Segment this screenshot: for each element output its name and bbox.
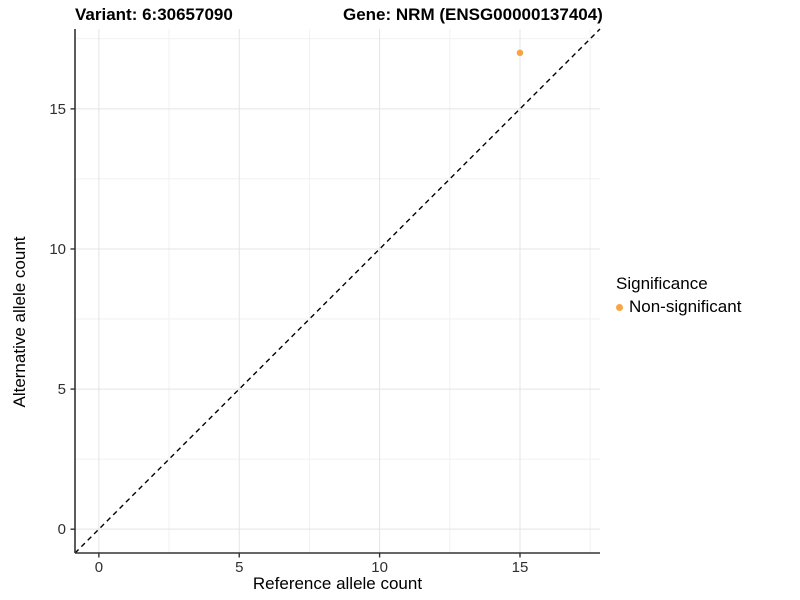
y-axis-title: Alternative allele count: [10, 236, 29, 408]
x-tick-label: 15: [512, 559, 529, 576]
y-tick-label: 5: [58, 381, 66, 398]
legend: Significance Non-significant: [616, 274, 741, 317]
x-tick-label: 0: [95, 559, 103, 576]
data-point: [516, 49, 524, 57]
legend-item-non-significant: Non-significant: [616, 297, 741, 317]
y-tick-label: 0: [58, 521, 66, 538]
y-tick-label: 15: [49, 101, 66, 118]
x-tick-label: 10: [371, 559, 388, 576]
x-axis-title: Reference allele count: [252, 574, 423, 593]
legend-item-label: Non-significant: [629, 297, 742, 316]
legend-point-icon: [616, 303, 623, 311]
plot-title-gene: Gene: NRM (ENSG00000137404): [343, 5, 603, 24]
identity-dashed-line: [74, 28, 601, 554]
plot-title-variant: Variant: 6:30657090: [75, 5, 233, 24]
y-tick-label: 10: [49, 241, 66, 258]
legend-title: Significance: [616, 274, 708, 293]
x-tick-label: 5: [235, 559, 243, 576]
